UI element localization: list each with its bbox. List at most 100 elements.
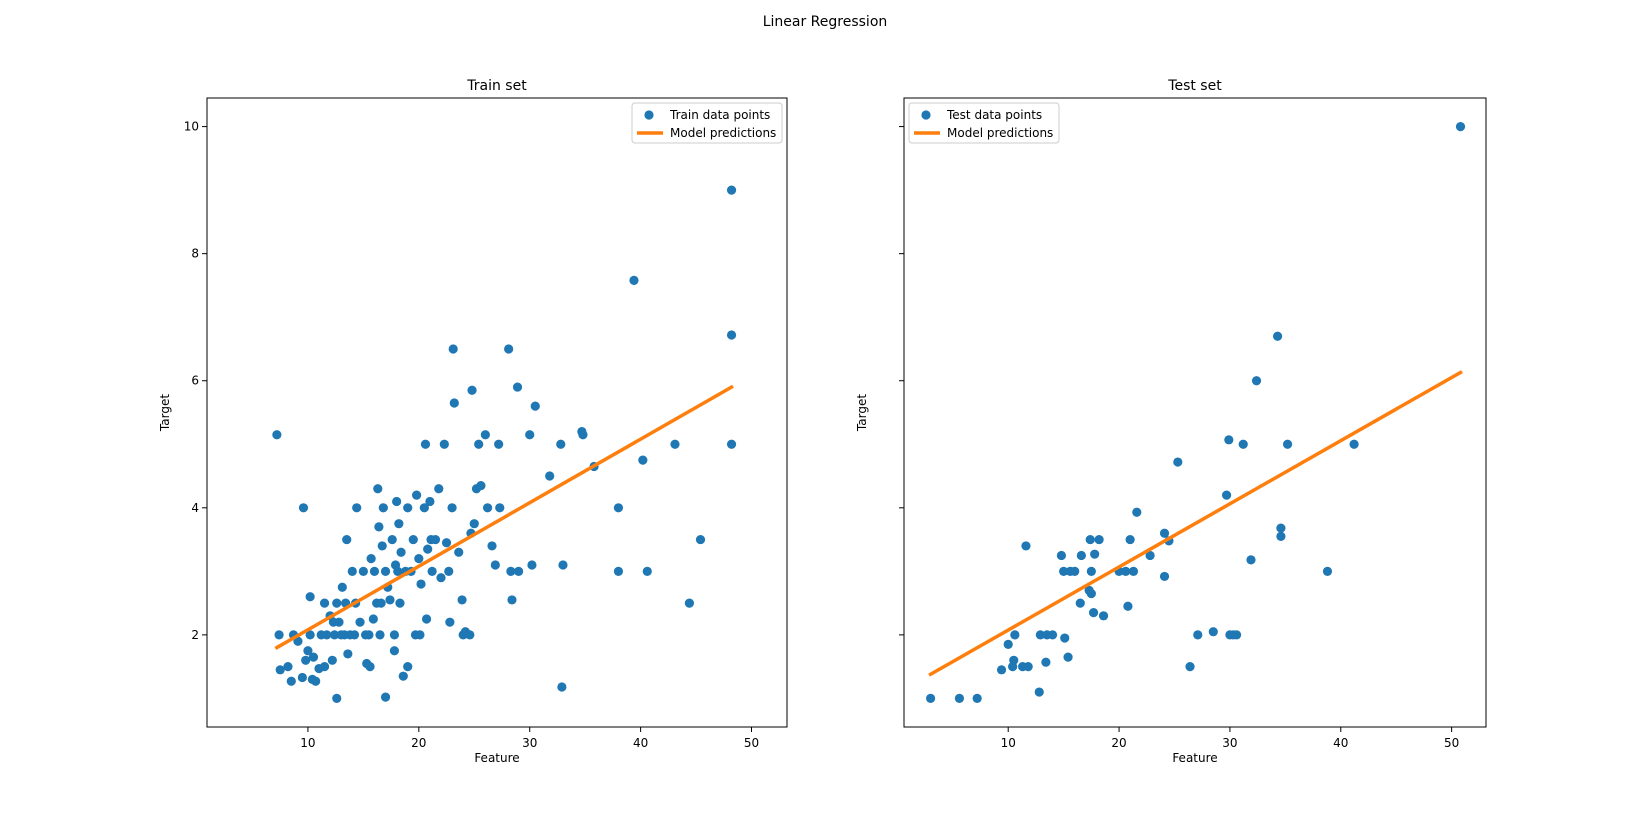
test-data-point <box>1063 652 1073 662</box>
train-data-point <box>308 652 319 662</box>
train-x-tick-label: 30 <box>522 736 537 750</box>
test-data-point <box>1185 662 1195 672</box>
train-y-tick-label: 4 <box>191 501 199 515</box>
test-data-point <box>1056 550 1067 561</box>
train-y-tick-label: 10 <box>184 120 199 134</box>
train-data-point <box>415 630 425 640</box>
train-data-point <box>398 671 408 681</box>
test-data-point <box>1224 435 1234 445</box>
test-data-point <box>926 693 936 704</box>
test-axes-frame <box>903 97 1487 728</box>
train-data-point <box>670 439 680 449</box>
train-title: Train set <box>466 78 527 94</box>
train-data-point <box>441 538 452 548</box>
train-data-point <box>469 519 479 529</box>
test-data-point <box>1272 331 1283 341</box>
train-data-point <box>449 398 459 408</box>
test-data-point <box>1023 662 1033 672</box>
train-data-point <box>444 566 454 576</box>
train-data-point <box>349 630 360 640</box>
train-data-point <box>642 566 652 576</box>
train-data-point <box>448 344 458 354</box>
train-data-point <box>298 503 309 513</box>
train-data-point <box>377 541 387 551</box>
test-data-point <box>1070 566 1080 576</box>
train-data-point <box>465 630 475 640</box>
train-data-point <box>303 646 313 656</box>
test-data-point <box>1086 566 1096 576</box>
train-data-point <box>556 439 566 449</box>
train-data-point <box>695 534 706 545</box>
test-data-point <box>954 693 965 704</box>
test-data-point <box>1094 534 1104 545</box>
test-data-point <box>1047 630 1058 640</box>
test-data-point <box>1125 534 1135 545</box>
train-y-tick-label: 2 <box>191 628 199 642</box>
train-set-axes: Train set 10 20 30 40 50 2 4 6 8 10 Feature Target Tr… <box>158 78 788 765</box>
test-data-point <box>1059 566 1069 576</box>
test-data-point <box>1035 630 1045 640</box>
test-data-point <box>1159 528 1170 538</box>
test-data-point <box>1145 550 1155 561</box>
test-x-tick-label: 30 <box>1222 736 1237 750</box>
train-legend-point-marker <box>644 110 654 120</box>
test-data-point <box>1128 566 1139 576</box>
train-data-point <box>283 662 293 672</box>
train-data-point <box>393 566 403 576</box>
test-data-point <box>1098 611 1109 621</box>
train-data-point <box>557 682 567 692</box>
train-data-point <box>480 430 490 440</box>
train-data-point <box>395 598 405 608</box>
train-data-point <box>613 503 624 513</box>
train-data-point <box>490 560 500 570</box>
test-data-point <box>1276 531 1286 541</box>
test-y-axis-label: Target <box>855 394 869 432</box>
test-x-tick-label: 10 <box>1001 736 1016 750</box>
train-x-axis-label: Feature <box>474 751 519 765</box>
train-data-point <box>439 439 449 449</box>
test-data-point <box>1455 121 1466 132</box>
train-data-point <box>311 676 321 686</box>
train-data-point <box>352 503 362 513</box>
train-data-point <box>293 636 303 646</box>
train-data-point <box>416 579 426 589</box>
test-data-point <box>1086 588 1096 599</box>
test-data-point <box>1121 566 1131 576</box>
train-regression-line <box>274 384 734 650</box>
train-data-point <box>319 598 330 608</box>
train-data-point <box>457 595 467 605</box>
train-data-point <box>476 480 486 491</box>
train-data-point <box>414 554 424 564</box>
test-x-axis-label: Feature <box>1172 751 1217 765</box>
train-data-point <box>427 566 437 576</box>
train-y-tick-label: 6 <box>191 374 199 388</box>
train-data-point <box>301 655 311 665</box>
train-x-tick-label: 40 <box>633 736 648 750</box>
test-data-point <box>1282 439 1293 449</box>
test-data-point <box>1349 439 1359 449</box>
train-data-point <box>507 595 517 605</box>
test-data-point <box>1076 550 1086 561</box>
train-data-point <box>445 617 455 627</box>
train-data-point <box>403 662 413 672</box>
train-data-point <box>684 598 695 608</box>
train-data-point <box>332 598 342 608</box>
train-data-point <box>512 382 523 392</box>
train-data-point <box>378 503 388 513</box>
train-data-point <box>332 693 342 704</box>
train-data-point <box>387 534 397 545</box>
train-data-point <box>327 655 337 665</box>
train-data-point <box>487 541 497 551</box>
train-data-point <box>380 566 391 576</box>
train-y-tick-label: 8 <box>191 247 199 261</box>
train-data-point <box>403 503 413 513</box>
test-title: Test set <box>1167 78 1222 94</box>
train-data-point <box>347 566 357 576</box>
train-x-tick-label: 20 <box>411 736 426 750</box>
train-data-point <box>420 439 431 449</box>
train-data-point <box>274 630 284 640</box>
train-data-point <box>421 614 432 624</box>
train-x-tick-label: 50 <box>744 736 759 750</box>
train-data-point <box>394 519 404 529</box>
